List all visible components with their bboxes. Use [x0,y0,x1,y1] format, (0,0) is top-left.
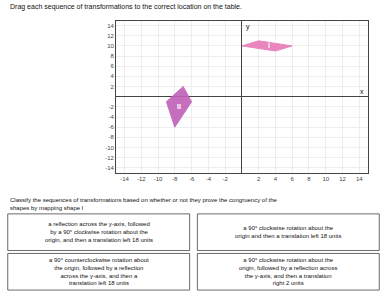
svg-text:l: l [268,42,270,49]
svg-text:12: 12 [107,33,114,39]
svg-text:a 90° clockwise rotation about: a 90° clockwise rotation about theorigin… [235,225,341,239]
svg-text:II: II [177,103,181,110]
svg-text:-10: -10 [105,145,114,151]
svg-text:-8: -8 [172,176,178,182]
svg-text:-2: -2 [222,176,228,182]
svg-text:14: 14 [356,176,363,182]
svg-text:8: 8 [307,176,311,182]
svg-text:4: 4 [274,176,278,182]
svg-text:-14: -14 [120,176,129,182]
svg-text:a reflection across the y-axis: a reflection across the y-axis, followed… [45,221,153,243]
svg-text:6: 6 [291,176,295,182]
svg-text:-10: -10 [154,176,163,182]
svg-text:y: y [246,23,250,31]
svg-text:-6: -6 [109,124,115,130]
svg-text:x: x [360,88,364,95]
svg-text:12: 12 [339,176,346,182]
svg-text:-4: -4 [109,114,115,120]
svg-text:Drag each sequence of transfor: Drag each sequence of transformations to… [10,3,242,11]
svg-text:a 90° clockwise rotation about: a 90° clockwise rotation about theorigin… [239,257,337,286]
svg-text:6: 6 [111,63,115,69]
svg-text:-2: -2 [109,104,115,110]
svg-text:4: 4 [111,73,115,79]
svg-text:2: 2 [111,84,115,90]
svg-text:-6: -6 [189,176,195,182]
svg-text:10: 10 [107,43,114,49]
svg-text:Classify the sequences of tran: Classify the sequences of transformation… [10,197,277,211]
svg-text:2: 2 [257,176,261,182]
svg-text:a 90° counterclockwise rotatio: a 90° counterclockwise rotation aboutthe… [49,257,149,286]
svg-text:-12: -12 [137,176,146,182]
svg-text:8: 8 [111,53,115,59]
svg-text:-12: -12 [105,155,114,161]
svg-text:-8: -8 [109,134,115,140]
svg-text:-14: -14 [105,165,114,171]
svg-text:14: 14 [107,23,114,29]
svg-text:-4: -4 [206,176,212,182]
svg-text:10: 10 [322,176,329,182]
